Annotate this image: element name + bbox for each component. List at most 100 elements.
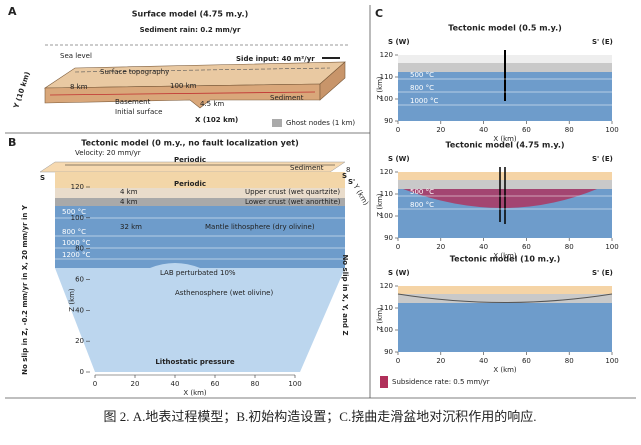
isotherm-label: 800 °C — [410, 201, 434, 209]
tick-label: 80 — [251, 380, 260, 388]
label: 800 °C — [62, 228, 86, 236]
tick-label: 0 — [396, 126, 400, 134]
title: Tectonic model (0.5 m.y.) — [448, 24, 562, 33]
fault — [499, 167, 506, 224]
label: No slip in X, Y, and Z — [341, 254, 349, 335]
label: 32 km — [120, 223, 142, 231]
label: Side input: 40 m²/yr — [236, 55, 315, 63]
tick-label: 60 — [211, 380, 220, 388]
tick-label: 110 — [380, 304, 393, 312]
tick-label: 120 — [380, 168, 393, 176]
label: Z (km) — [68, 288, 76, 312]
tick-label: 80 — [565, 357, 574, 365]
legend-swatch — [380, 376, 388, 388]
label: Lower crust (wet anorthite) — [245, 198, 341, 206]
basin — [397, 293, 613, 303]
label: Sediment rain: 0.2 mm/yr — [140, 26, 241, 34]
label: Asthenosphere (wet olivine) — [175, 289, 273, 297]
label: S' (E) — [592, 269, 613, 277]
tick-label: 100 — [605, 126, 618, 134]
tick-label: 100 — [380, 95, 393, 103]
caption: 图 2. A.地表过程模型；B.初始构造设置；C.挠曲走滑盆地对沉积作用的响应. — [104, 409, 537, 425]
panel-label: B — [8, 136, 16, 149]
tick-label: 60 — [522, 243, 531, 251]
tick-label: 120 — [380, 51, 393, 59]
tick-label: 20 — [131, 380, 140, 388]
label: Periodic — [174, 180, 206, 188]
label: Initial surface — [115, 108, 162, 116]
tick-label: 90 — [384, 117, 393, 125]
label: 8 km — [70, 83, 88, 91]
panel-label: C — [375, 7, 383, 20]
isotherm-label: 500 °C — [410, 71, 434, 79]
tick-label: 100 — [605, 243, 618, 251]
tick-label: 0 — [396, 243, 400, 251]
label: 1200 °C — [62, 251, 91, 259]
tick-label: 20 — [436, 243, 445, 251]
tick-label: 100 — [380, 212, 393, 220]
label: S' (E) — [592, 155, 613, 163]
title: Tectonic model (10 m.y.) — [450, 255, 560, 264]
surface-model — [43, 44, 350, 127]
section — [398, 294, 612, 303]
label: 4.5 km — [200, 100, 224, 108]
label: X (km) — [493, 135, 517, 143]
label: Z (km) — [376, 193, 384, 217]
tick-label: 80 — [565, 243, 574, 251]
label: Upper crust (wet quartzite) — [245, 188, 340, 196]
label: LAB perturbated 10% — [160, 269, 236, 277]
label: 4 km — [120, 188, 138, 196]
title: Tectonic model (4.75 m.y.) — [445, 141, 564, 150]
tick-label: 40 — [75, 306, 84, 314]
label: Sediment — [290, 164, 324, 172]
tick-label: 60 — [522, 357, 531, 365]
label: X (102 km) — [195, 116, 238, 124]
label: Velocity: 20 mm/yr — [75, 149, 141, 157]
tick-label: 110 — [380, 190, 393, 198]
label: Periodic — [174, 156, 206, 164]
tick-label: 80 — [565, 126, 574, 134]
label: Sea level — [60, 52, 92, 60]
tick-label: 0 — [80, 368, 84, 376]
label: No slip in Z, -0.2 mm/yr in X, 20 mm/yr … — [21, 204, 29, 375]
isotherm-label: 800 °C — [410, 84, 434, 92]
label: Sediment — [270, 94, 304, 102]
tick-label: 100 — [380, 326, 393, 334]
label: X (km) — [183, 389, 207, 397]
tick-label: 0 — [93, 380, 97, 388]
tick-label: 100 — [288, 380, 301, 388]
label: S' — [348, 178, 355, 186]
label: X (km) — [493, 366, 517, 374]
label: S' (E) — [592, 38, 613, 46]
tick-label: 40 — [171, 380, 180, 388]
isotherm-label: 500 °C — [410, 188, 434, 196]
label: Ghost nodes (1 km) — [286, 119, 355, 127]
tick-label: 40 — [479, 126, 488, 134]
tick-label: 110 — [380, 73, 393, 81]
tectonic-setup — [39, 161, 346, 372]
tick-label: 90 — [384, 348, 393, 356]
label: Z (km) — [376, 76, 384, 100]
tick-label: 20 — [436, 357, 445, 365]
tick-label: 80 — [75, 245, 84, 253]
isotherm-label: 1000 °C — [410, 97, 439, 105]
label: Z (km) — [376, 307, 384, 331]
tick-label: 40 — [479, 357, 488, 365]
tick-label: 100 — [605, 357, 618, 365]
label: Subsidence rate: 0.5 mm/yr — [392, 378, 490, 386]
tick-label: 120 — [380, 282, 393, 290]
label: S — [40, 174, 45, 182]
tick-label: 60 — [522, 126, 531, 134]
tick-label: 0 — [396, 357, 400, 365]
label: 8 — [346, 166, 350, 174]
label: Surface topography — [100, 68, 169, 76]
label: Mantle lithosphere (dry olivine) — [205, 223, 315, 231]
tick-label: 60 — [75, 276, 84, 284]
panel-label: A — [8, 5, 17, 18]
label: 1000 °C — [62, 239, 91, 247]
label: S — [342, 172, 347, 180]
tick-label: 100 — [71, 214, 84, 222]
label: S (W) — [388, 269, 410, 277]
title: Surface model (4.75 m.y.) — [132, 10, 248, 19]
section — [398, 286, 612, 294]
